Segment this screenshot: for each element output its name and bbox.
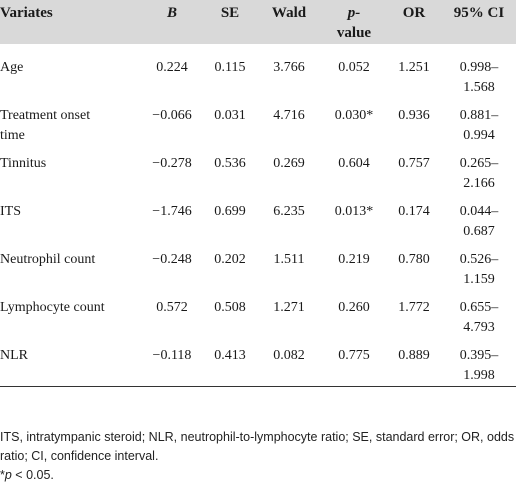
table-row: Tinnitus −0.278 0.536 0.269 0.604 0.757 …: [0, 146, 516, 194]
cell-variate: ITS: [0, 204, 21, 219]
cell-ci: 0.265– 2.166: [442, 146, 516, 194]
cell-or: 0.889: [386, 338, 442, 387]
cell-se: 0.115: [214, 60, 246, 75]
cell-p: 0.604: [338, 156, 370, 171]
cell-ci: 0.655– 4.793: [442, 290, 516, 338]
cell-p: 0.052: [338, 60, 370, 75]
cell-wald: 6.235: [273, 204, 305, 219]
cell-se: 0.536: [214, 156, 246, 171]
cell-variate-line2: time: [0, 128, 25, 143]
table-row: Neutrophil count −0.248 0.202 1.511 0.21…: [0, 242, 516, 290]
regression-table: Variates B SE Wald p-value OR 95% CI Age…: [0, 0, 516, 387]
cell-b: −0.066: [152, 108, 192, 123]
cell-or: 0.780: [398, 252, 430, 267]
header-p-value-line1: p-: [347, 5, 361, 21]
cell-ci-low: 0.998–: [459, 60, 499, 75]
cell-variate: Age: [0, 60, 24, 75]
cell-ci-low: 0.395–: [459, 348, 499, 363]
footnote-sig-p: p: [4, 468, 12, 482]
cell-ci: 0.395– 1.998: [442, 338, 516, 387]
header-variates: Variates: [0, 5, 53, 21]
table-footnote: ITS, intratympanic steroid; NLR, neutrop…: [0, 428, 516, 485]
cell-p: 0.013*: [334, 204, 374, 219]
cell-b: 0.224: [156, 60, 188, 75]
cell-variate: NLR: [0, 338, 140, 387]
header-or: OR: [402, 5, 426, 21]
cell-se: 0.031: [214, 108, 246, 123]
footnote-sig-rest: < 0.05.: [11, 468, 54, 482]
cell-wald: 1.511: [273, 252, 305, 267]
cell-variate: Treatment onset time: [0, 98, 140, 146]
cell-p: 0.260: [338, 300, 370, 315]
cell-p: 0.775: [322, 338, 386, 387]
cell-ci-high: 2.166: [463, 176, 495, 191]
cell-ci-high: 0.994: [463, 128, 495, 143]
cell-variate-line1: Treatment onset: [0, 108, 91, 123]
header-p-value: p-value: [322, 0, 386, 44]
cell-or: 1.772: [398, 300, 430, 315]
cell-ci-high: 1.998: [463, 368, 495, 383]
cell-wald: 1.271: [273, 300, 305, 315]
cell-ci-low: 0.265–: [459, 156, 499, 171]
header-se: SE: [220, 5, 240, 21]
regression-table-container: Variates B SE Wald p-value OR 95% CI Age…: [0, 0, 516, 387]
cell-ci-high: 1.159: [463, 272, 495, 287]
cell-variate: Neutrophil count: [0, 252, 96, 267]
cell-ci-high: 4.793: [463, 320, 495, 335]
cell-b: −0.248: [152, 252, 192, 267]
cell-p: 0.219: [338, 252, 370, 267]
cell-ci: 0.998– 1.568: [442, 44, 516, 98]
cell-wald: 0.082: [256, 338, 322, 387]
cell-b: 0.572: [156, 300, 188, 315]
cell-b: −0.118: [140, 338, 204, 387]
footnote-sig-symbol: *: [0, 468, 5, 482]
cell-ci-low: 0.655–: [459, 300, 499, 315]
footnote-significance: *p < 0.05.: [0, 466, 516, 485]
cell-se: 0.699: [214, 204, 246, 219]
cell-wald: 3.766: [273, 60, 305, 75]
cell-or: 0.936: [398, 108, 430, 123]
header-ci: 95% CI: [453, 5, 505, 21]
cell-ci-high: 1.568: [463, 80, 495, 95]
cell-ci-high: 0.687: [463, 224, 495, 239]
cell-ci: 0.881– 0.994: [442, 98, 516, 146]
table-row: Lymphocyte count 0.572 0.508 1.271 0.260…: [0, 290, 516, 338]
table-row: NLR −0.118 0.413 0.082 0.775 0.889 0.395…: [0, 338, 516, 387]
cell-ci: 0.044– 0.687: [442, 194, 516, 242]
cell-se: 0.202: [214, 252, 246, 267]
cell-ci-low: 0.044–: [459, 204, 499, 219]
cell-variate: Tinnitus: [0, 156, 47, 171]
footnote-abbreviations: ITS, intratympanic steroid; NLR, neutrop…: [0, 430, 515, 463]
cell-wald: 0.269: [273, 156, 305, 171]
cell-ci-low: 0.526–: [459, 252, 499, 267]
table-header-row: Variates B SE Wald p-value OR 95% CI: [0, 0, 516, 44]
cell-b: −1.746: [152, 204, 192, 219]
header-wald: Wald: [271, 5, 307, 21]
cell-wald: 4.716: [273, 108, 305, 123]
header-b: B: [166, 5, 177, 21]
table-row: Treatment onset time −0.066 0.031 4.716 0…: [0, 98, 516, 146]
table-row: Age 0.224 0.115 3.766 0.052 1.251 0.998–…: [0, 44, 516, 98]
cell-b: −0.278: [152, 156, 192, 171]
cell-p: 0.030*: [334, 108, 374, 123]
cell-or: 0.757: [398, 156, 430, 171]
header-p-value-line2: value: [336, 25, 372, 41]
table-row: ITS −1.746 0.699 6.235 0.013* 0.174 0.04…: [0, 194, 516, 242]
cell-variate: Lymphocyte count: [0, 300, 105, 315]
cell-se: 0.413: [204, 338, 256, 387]
cell-ci-low: 0.881–: [459, 108, 499, 123]
cell-se: 0.508: [214, 300, 246, 315]
cell-ci: 0.526– 1.159: [442, 242, 516, 290]
cell-or: 1.251: [398, 60, 430, 75]
cell-or: 0.174: [398, 204, 430, 219]
